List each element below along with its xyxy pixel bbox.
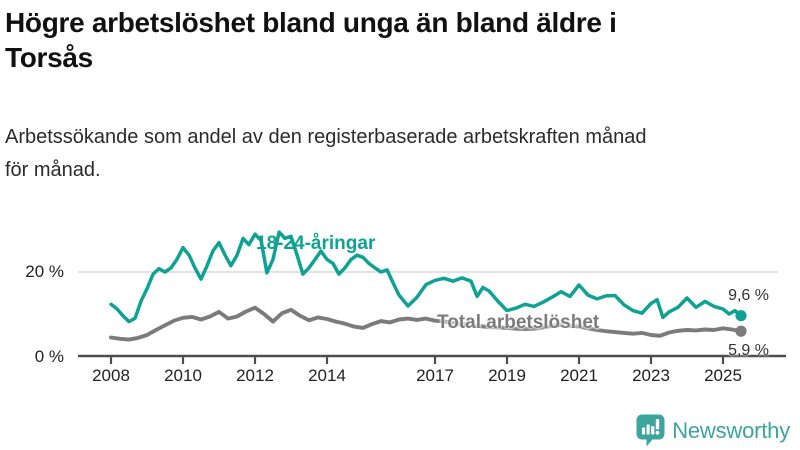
chart-subtitle-line-1: Arbetssökande som andel av den registerb… (5, 126, 647, 148)
series-label-youth: 18-24-åringar (256, 233, 376, 254)
chart-subtitle: Arbetssökande som andel av den registerb… (5, 121, 785, 187)
y-axis-label-20: 20 % (25, 262, 64, 281)
x-axis-tick-label: 2019 (488, 366, 526, 385)
x-axis-tick-label: 2010 (164, 366, 202, 385)
x-axis-tick-label: 2021 (560, 366, 598, 385)
page-title-line-2: Torsås (5, 42, 93, 73)
page-title: Högre arbetslöshet bland unga än bland ä… (5, 5, 775, 75)
x-axis-tick-label: 2012 (236, 366, 274, 385)
y-axis-label-0: 0 % (34, 347, 64, 366)
page-title-line-1: Högre arbetslöshet bland unga än bland ä… (5, 7, 617, 38)
youth-series-end-dot (735, 310, 747, 322)
x-axis-tick-label: 2025 (704, 366, 742, 385)
newsworthy-logo-text: Newsworthy (672, 418, 790, 443)
total-series-line (109, 305, 743, 342)
youth-series-line (109, 230, 743, 324)
x-axis-tick-label: 2008 (92, 366, 130, 385)
newsworthy-logo[interactable]: Newsworthy (636, 414, 790, 448)
end-value-label-total: 5,9 % (728, 342, 769, 359)
total-series-end-dot (735, 325, 747, 337)
series-label-total: Total arbetslöshet (437, 312, 600, 333)
end-value-label-youth: 9,6 % (728, 287, 769, 304)
x-axis-tick-label: 2023 (632, 366, 670, 385)
x-axis-tick-label: 2014 (308, 366, 346, 385)
x-axis-tick-label: 2017 (416, 366, 454, 385)
bar-chart-speech-bubble-icon (636, 414, 665, 448)
chart-subtitle-line-2: för månad. (5, 159, 101, 181)
